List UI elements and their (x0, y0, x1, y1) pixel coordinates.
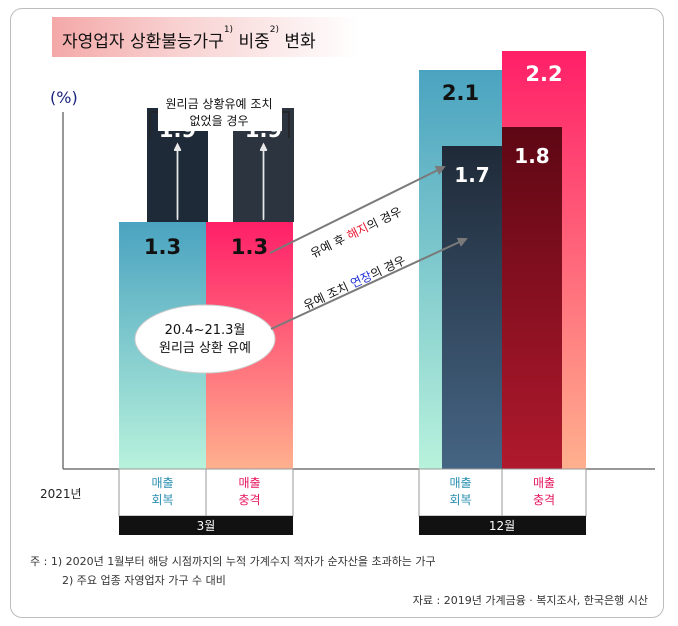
extension-label-pre: 유예 조치 (301, 278, 354, 313)
termination-label-pre: 유예 후 (308, 230, 351, 260)
category-label-3-line1: 매출 (533, 476, 555, 490)
bar-extension-0 (442, 146, 502, 469)
extension-label: 유예 조치 연장의 경우 (301, 253, 407, 313)
deferral-period-line1: 20.4~21.3월 (165, 323, 246, 338)
y-axis-unit: (%) (50, 88, 78, 107)
deferral-period-ellipse (134, 304, 276, 374)
category-label-3-line2: 충격 (533, 493, 555, 507)
category-box-1 (205, 468, 294, 517)
category-label-0-line1: 매출 (151, 476, 173, 490)
no-deferral-label-bg (158, 95, 282, 131)
title-banner (52, 17, 360, 57)
category-label-2-line1: 매출 (449, 476, 471, 490)
deferral-period-line2: 원리금 상환 유예 (159, 341, 251, 356)
termination-label-post: 의 경우 (365, 204, 404, 233)
category-label-0-line2: 회복 (151, 493, 173, 507)
termination-label: 유예 후 해지의 경우 (308, 204, 404, 260)
title-footnote-1: 1) (223, 25, 234, 35)
footnote-1: 주 : 1) 2020년 1월부터 해당 시점까지의 누적 가계수지 적자가 순… (30, 555, 436, 568)
footnote-2: 2) 주요 업종 자영업자 가구 수 대비 (62, 574, 226, 587)
month-bar-march (119, 516, 293, 535)
category-box-0 (118, 468, 207, 517)
month-label-march: 3월 (197, 519, 216, 533)
label-termination-0: 2.1 (442, 81, 479, 105)
title-footnote-2: 2) (269, 25, 279, 35)
label-extension-0: 1.7 (454, 163, 489, 187)
no-deferral-label-line1: 원리금 상황유예 조치 (166, 97, 273, 111)
year-label: 2021년 (40, 487, 82, 501)
chart-title: 자영업자 상환불능가구1) 비중2) 변화 (62, 25, 316, 52)
label-extension-1: 1.8 (514, 144, 549, 168)
title-end: 변화 (279, 32, 316, 52)
month-label-december: 12월 (489, 519, 515, 533)
arrow-extension (270, 237, 468, 330)
month-bar-december (419, 516, 586, 535)
label-march-0: 1.3 (144, 235, 181, 259)
title-mid: 비중 (233, 32, 270, 52)
arrow-termination (269, 166, 446, 254)
no-deferral-label-line2: 없었을 경우 (189, 114, 248, 128)
category-label-2-line2: 회복 (449, 493, 471, 507)
label-termination-1: 2.2 (525, 62, 562, 86)
title-main: 자영업자 상환불능가구 (62, 32, 224, 52)
category-box-3 (501, 468, 587, 517)
extension-label-post: 의 경우 (368, 253, 407, 281)
category-label-1-line2: 충격 (238, 493, 260, 507)
label-march-1: 1.3 (231, 235, 268, 259)
source-note: 자료 : 2019년 가계금융 · 복지조사, 한국은행 시산 (412, 594, 648, 607)
bar-extension-1 (502, 127, 562, 469)
category-label-1-line1: 매출 (238, 476, 260, 490)
